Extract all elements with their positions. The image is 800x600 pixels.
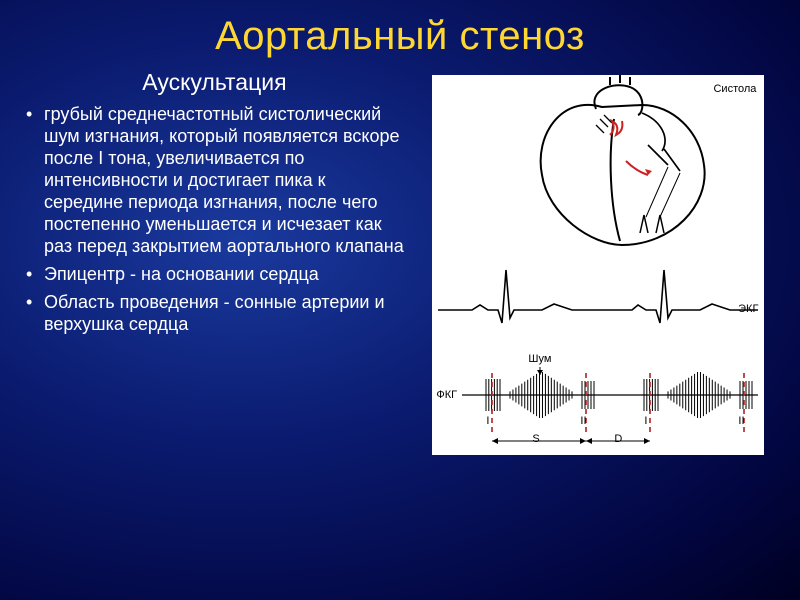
slide-title: Аортальный стеноз: [24, 14, 776, 59]
slide: Аортальный стеноз Аускультация грубый ср…: [0, 0, 800, 600]
label-tone1-b: I: [644, 415, 647, 427]
label-tone1-a: I: [486, 415, 489, 427]
label-murmur: Шум: [528, 353, 551, 365]
label-fkg: ФКГ: [436, 389, 457, 401]
list-item: Эпицентр - на основании сердца: [24, 264, 405, 286]
label-s: S: [532, 433, 539, 445]
text-column: Аускультация грубый среднечастотный сист…: [24, 69, 409, 586]
bullet-list: грубый среднечастотный систолический шум…: [24, 104, 405, 336]
list-item: грубый среднечастотный систолический шум…: [24, 104, 405, 258]
list-item: Область проведения - сонные артерии и ве…: [24, 292, 405, 336]
label-tone2-a: II: [580, 415, 586, 427]
figure-svg: [432, 75, 764, 455]
label-ekg: ЭКГ: [738, 303, 758, 315]
content-row: Аускультация грубый среднечастотный сист…: [24, 69, 776, 586]
label-systole: Систола: [713, 83, 756, 95]
label-tone2-b: II: [738, 415, 744, 427]
figure-column: Систола ЭКГ ФКГ Шум I II I II S D: [421, 69, 776, 586]
medical-diagram: Систола ЭКГ ФКГ Шум I II I II S D: [432, 75, 764, 455]
subtitle: Аускультация: [24, 69, 405, 96]
label-d: D: [614, 433, 622, 445]
